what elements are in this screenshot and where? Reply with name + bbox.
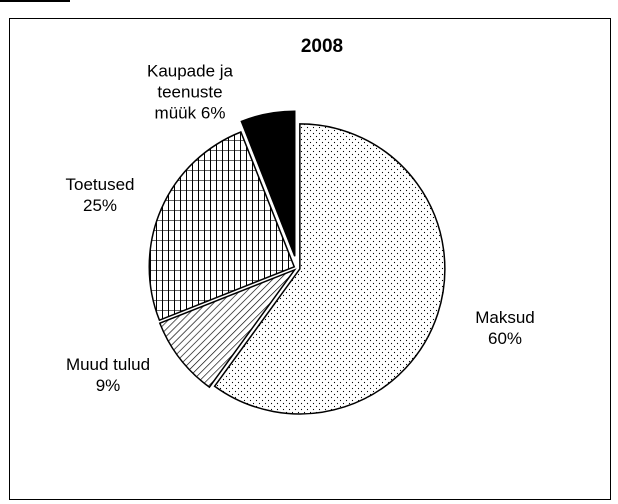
pie xyxy=(148,110,446,415)
slice-label: Maksud 60% xyxy=(445,307,565,349)
value-label: 9% xyxy=(95,376,121,395)
slice-label: Kaupade ja teenuste müük 6% xyxy=(135,61,245,124)
slice-label: Muud tulud 9% xyxy=(48,354,168,396)
category-name: Muud tulud xyxy=(65,355,151,374)
value-label: 25% xyxy=(82,196,118,215)
category-name: Toetused xyxy=(65,175,135,194)
pie-slice xyxy=(148,131,296,322)
pie-slice xyxy=(213,123,446,415)
value-label: 6% xyxy=(200,103,226,123)
value-label: 60% xyxy=(487,329,523,348)
category-name: Kaupade ja teenuste müük xyxy=(146,61,234,123)
chart-frame xyxy=(9,18,611,500)
slice-label: Toetused 25% xyxy=(40,174,160,216)
pie-slice xyxy=(240,110,296,257)
chart-title: 2008 xyxy=(300,36,344,57)
category-name: Maksud xyxy=(475,308,535,327)
pie-slice xyxy=(158,268,297,389)
